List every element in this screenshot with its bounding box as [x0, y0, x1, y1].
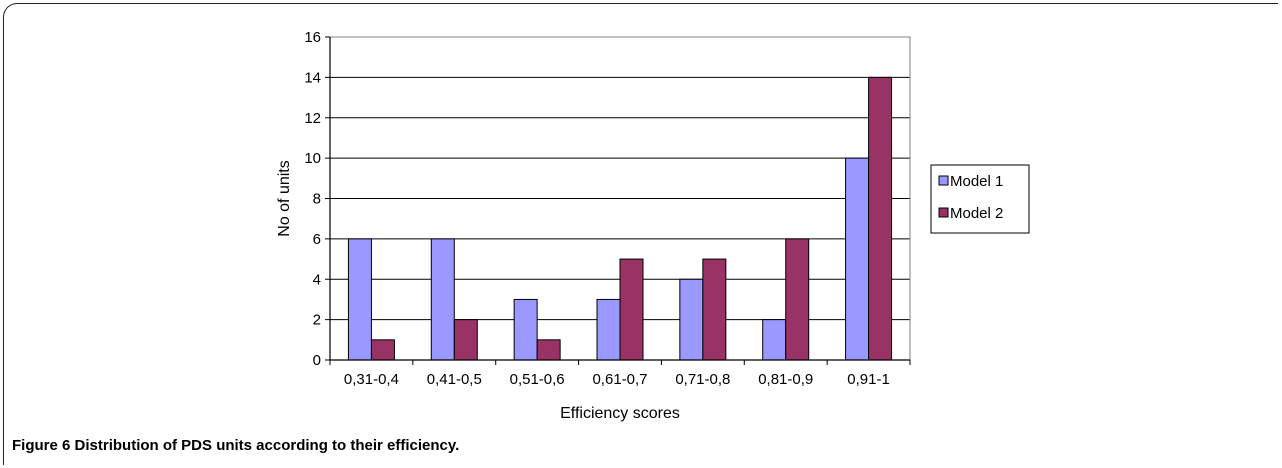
y-tick-label: 6	[313, 231, 321, 248]
x-tick-label: 0,41-0,5	[427, 371, 482, 388]
legend: Model 1 Model 2	[930, 164, 1030, 234]
y-tick-label: 16	[304, 29, 321, 46]
figure-frame	[3, 3, 1278, 465]
figure-caption-text: Distribution of PDS units according to t…	[74, 437, 460, 454]
x-tick-labels: 0,31-0,4 0,41-0,5 0,51-0,6 0,61-0,7 0,71-0,8…	[344, 371, 890, 388]
axes	[325, 36, 911, 365]
bar-model-2-5	[702, 258, 727, 361]
bar-model-2-7	[868, 76, 893, 361]
bar-model-2-6	[785, 238, 810, 361]
bar-model-2-3	[536, 339, 561, 361]
bar-model-2-1	[370, 339, 395, 361]
bar-model-2-2	[453, 319, 478, 361]
x-tick-label: 0,81-0,9	[758, 371, 813, 388]
bar-model-1-5	[679, 278, 704, 361]
x-tick-label: 0,91-1	[847, 371, 890, 388]
legend-label: Model 1	[950, 173, 1003, 190]
legend-swatch	[938, 207, 949, 218]
figure-label: Figure 6	[12, 437, 71, 454]
x-axis-label: Efficiency scores	[560, 405, 680, 422]
y-tick-label: 14	[304, 69, 321, 86]
bar-model-1-3	[513, 298, 538, 361]
y-tick-label: 10	[304, 150, 321, 167]
figure-caption: Figure 6 Distribution of PDS units accor…	[12, 437, 459, 454]
bar-model-1-4	[596, 298, 621, 361]
bars	[347, 76, 893, 361]
y-tick-label: 4	[313, 271, 321, 288]
x-tick-label: 0,31-0,4	[344, 371, 399, 388]
y-tick-label: 2	[313, 312, 321, 329]
legend-swatch	[938, 175, 949, 186]
bar-model-1-7	[845, 157, 870, 361]
bar-model-2-4	[619, 258, 644, 361]
y-axis-label: No of units	[276, 160, 293, 236]
x-tick-label: 0,61-0,7	[592, 371, 647, 388]
bar-model-1-6	[762, 319, 787, 361]
x-tick-label: 0,51-0,6	[510, 371, 565, 388]
y-tick-label: 12	[304, 110, 321, 127]
legend-label: Model 2	[950, 205, 1003, 222]
bar-model-1-1	[347, 238, 372, 361]
y-tick-label: 0	[313, 352, 321, 369]
y-tick-label: 8	[313, 191, 321, 208]
y-tick-labels: 0 2 4 6 8 10 12 14 16	[304, 29, 321, 369]
x-tick-label: 0,71-0,8	[675, 371, 730, 388]
bar-model-1-2	[430, 238, 455, 361]
